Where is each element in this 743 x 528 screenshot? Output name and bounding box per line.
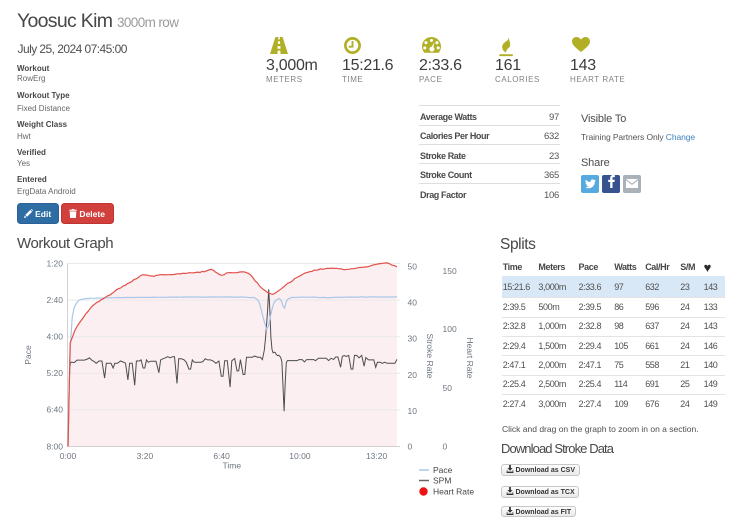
svg-text:SPM: SPM: [433, 476, 451, 486]
svg-text:1:20: 1:20: [46, 258, 63, 268]
svg-text:6:40: 6:40: [213, 451, 230, 461]
svg-text:50: 50: [443, 383, 453, 393]
svg-text:10:00: 10:00: [289, 451, 311, 461]
svg-text:10: 10: [408, 406, 418, 416]
svg-text:2:40: 2:40: [46, 295, 63, 305]
svg-text:Heart Rate: Heart Rate: [465, 337, 475, 378]
svg-text:13:20: 13:20: [366, 451, 388, 461]
svg-text:0: 0: [443, 442, 448, 452]
svg-text:50: 50: [408, 262, 418, 272]
svg-text:100: 100: [443, 324, 457, 334]
svg-text:Time: Time: [223, 461, 242, 471]
svg-text:Heart Rate: Heart Rate: [433, 487, 474, 497]
svg-text:150: 150: [443, 266, 457, 276]
svg-text:Pace: Pace: [23, 345, 33, 365]
svg-text:0:00: 0:00: [60, 451, 77, 461]
svg-text:20: 20: [408, 370, 418, 380]
svg-text:3:20: 3:20: [137, 451, 154, 461]
svg-text:Pace: Pace: [433, 465, 453, 475]
svg-text:30: 30: [408, 334, 418, 344]
svg-text:4:00: 4:00: [46, 332, 63, 342]
svg-text:5:20: 5:20: [46, 368, 63, 378]
svg-text:40: 40: [408, 298, 418, 308]
svg-text:6:40: 6:40: [46, 405, 63, 415]
svg-text:Stroke Rate: Stroke Rate: [425, 334, 435, 379]
svg-text:0: 0: [408, 442, 413, 452]
svg-text:8:00: 8:00: [46, 441, 63, 451]
